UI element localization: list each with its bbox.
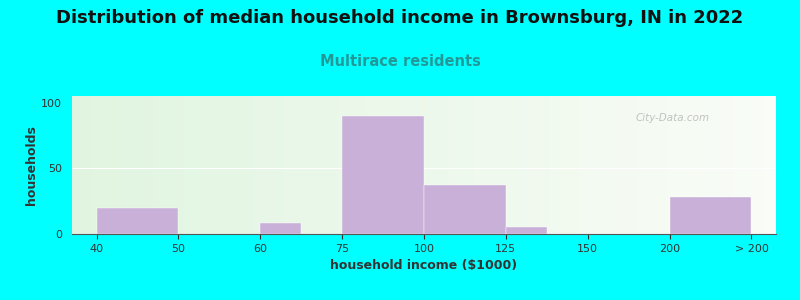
Text: City-Data.com: City-Data.com [635,113,710,123]
Bar [670,197,751,234]
Bar [342,116,424,234]
X-axis label: household income ($1000): household income ($1000) [330,259,518,272]
Y-axis label: households: households [26,125,38,205]
Bar [506,227,546,234]
Text: Distribution of median household income in Brownsburg, IN in 2022: Distribution of median household income … [56,9,744,27]
Bar [260,224,302,234]
Bar [97,208,178,234]
Bar [424,185,506,234]
Text: Multirace residents: Multirace residents [319,54,481,69]
